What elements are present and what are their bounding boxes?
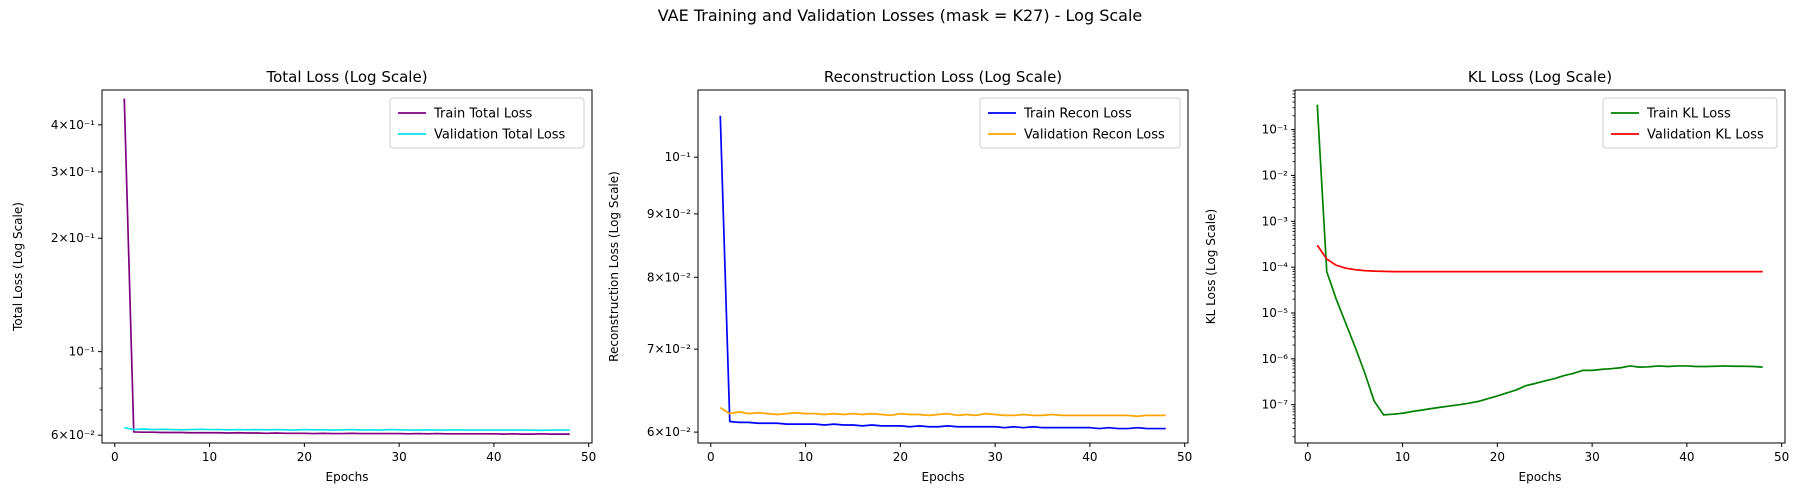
figure-title: VAE Training and Validation Losses (mask… (657, 6, 1143, 25)
legend-box (1602, 97, 1778, 149)
legend: Train Total Loss Validation Total Loss (389, 97, 585, 149)
x-tick-label: 30 (987, 450, 1002, 464)
legend: Train KL Loss Validation KL Loss (1602, 97, 1778, 149)
x-tick-label: 10 (202, 450, 217, 464)
subplot-title: Reconstruction Loss (Log Scale) (824, 68, 1062, 86)
y-tick-label: 10⁻⁵ (1262, 306, 1289, 320)
x-tick-label: 0 (111, 450, 119, 464)
x-tick-label: 50 (1774, 450, 1789, 464)
legend: Train Recon Loss Validation Recon Loss (979, 97, 1181, 149)
x-tick-label: 40 (486, 450, 501, 464)
x-tick-label: 0 (707, 450, 715, 464)
y-tick-label: 10⁻⁷ (1262, 398, 1289, 412)
y-tick-label: 10⁻¹ (1262, 123, 1289, 137)
series-line-train-recon-loss (719, 115, 1166, 430)
x-tick-label: 10 (798, 450, 813, 464)
legend-entry: Train KL Loss (1646, 107, 1731, 122)
x-axis-label: Epochs (326, 470, 369, 484)
y-axis-label: Total Loss (Log Scale) (11, 202, 25, 332)
y-tick-label: 10⁻⁶ (1262, 352, 1289, 366)
legend-entry: Validation Recon Loss (1024, 128, 1165, 143)
subplot-2: 0 10 20 30 40 50 6×10⁻² 7×10⁻² 8×10⁻² 9×10⁻² 10⁻¹ R… (607, 68, 1192, 484)
series-line-validation-recon-loss (719, 406, 1166, 418)
axes-frame (697, 89, 1189, 444)
x-tick-label: 40 (1082, 450, 1097, 464)
axes-frame (101, 89, 593, 444)
y-tick-label: 6×10⁻² (51, 428, 95, 442)
subplot-title: KL Loss (Log Scale) (1468, 68, 1612, 86)
subplot-1: 0 10 20 30 40 50 6×10⁻² 10⁻¹ 2×10⁻¹ 3×10⁻¹ 4×10⁻¹ T… (11, 68, 596, 484)
y-tick-label: 2×10⁻¹ (51, 231, 95, 245)
y-tick-label: 3×10⁻¹ (51, 165, 95, 179)
axes-frame (1294, 89, 1786, 444)
y-tick-label: 10⁻³ (1262, 214, 1289, 228)
x-tick-label: 20 (297, 450, 312, 464)
x-tick-label: 30 (1584, 450, 1599, 464)
y-tick-label: 10⁻⁴ (1262, 260, 1289, 274)
x-axis-label: Epochs (1519, 470, 1562, 484)
x-tick-label: 30 (391, 450, 406, 464)
y-tick-label: 9×10⁻² (647, 207, 691, 221)
y-tick-label: 10⁻¹ (665, 150, 692, 164)
y-tick-label: 10⁻¹ (69, 345, 96, 359)
legend-entry: Validation KL Loss (1647, 128, 1764, 143)
series-line-validation-kl-loss (1316, 244, 1763, 273)
x-tick-label: 50 (1177, 450, 1192, 464)
y-axis-label: KL Loss (Log Scale) (1204, 209, 1218, 324)
y-tick-label: 10⁻² (1262, 168, 1289, 182)
legend-entry: Validation Total Loss (434, 128, 566, 143)
series-line-train-total-loss (123, 98, 570, 435)
x-tick-label: 0 (1304, 450, 1312, 464)
legend-box (979, 97, 1181, 149)
legend-entry: Train Recon Loss (1023, 107, 1132, 122)
y-tick-label: 8×10⁻² (647, 270, 691, 284)
legend-box (389, 97, 585, 149)
y-tick-label: 6×10⁻² (647, 425, 691, 439)
y-tick-label: 7×10⁻² (647, 342, 691, 356)
series-line-train-kl-loss (1316, 104, 1763, 416)
x-tick-label: 20 (893, 450, 908, 464)
subplot-title: Total Loss (Log Scale) (265, 68, 427, 86)
legend-entry: Train Total Loss (433, 107, 533, 122)
series-line-validation-total-loss (124, 426, 570, 432)
y-axis-label: Reconstruction Loss (Log Scale) (607, 171, 621, 362)
x-tick-label: 10 (1395, 450, 1410, 464)
y-tick-label: 4×10⁻¹ (51, 118, 95, 132)
x-tick-label: 40 (1679, 450, 1694, 464)
x-tick-label: 20 (1490, 450, 1505, 464)
subplot-3: 0 10 20 30 40 50 10⁻⁷ 10⁻⁶ 10⁻⁵ 10⁻⁴ 10⁻³ 10⁻² 10⁻¹ K… (1204, 68, 1789, 484)
x-axis-label: Epochs (922, 470, 965, 484)
x-tick-label: 50 (581, 450, 596, 464)
